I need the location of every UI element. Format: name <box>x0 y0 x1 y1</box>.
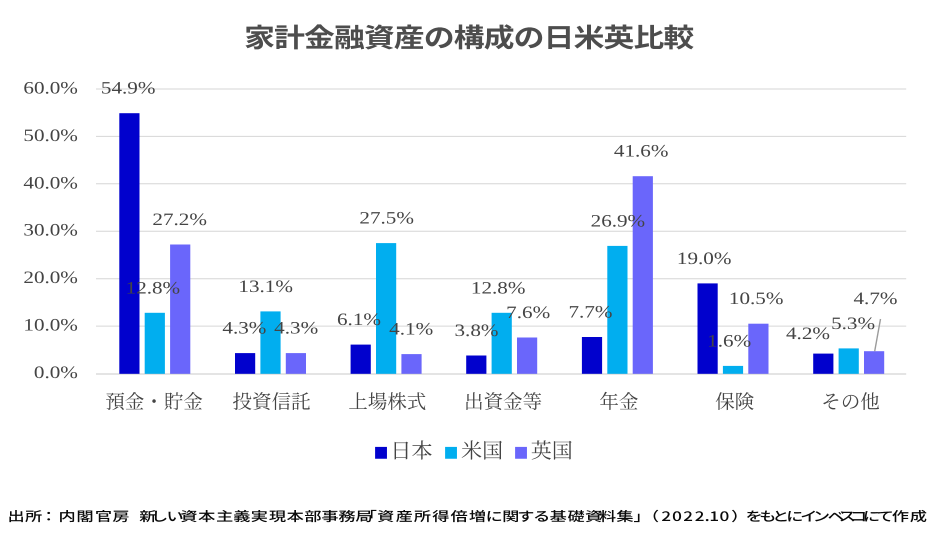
svg-text:19.0%: 19.0% <box>677 248 732 268</box>
svg-text:30.0%: 30.0% <box>23 220 78 240</box>
svg-text:20.0%: 20.0% <box>23 267 78 287</box>
svg-text:4.2%: 4.2% <box>786 323 830 343</box>
svg-text:40.0%: 40.0% <box>23 172 78 192</box>
svg-text:50.0%: 50.0% <box>23 125 78 145</box>
svg-text:10.5%: 10.5% <box>729 288 784 308</box>
svg-text:7.7%: 7.7% <box>569 302 613 322</box>
svg-text:5.3%: 5.3% <box>831 313 875 333</box>
svg-text:54.9%: 54.9% <box>101 78 156 98</box>
svg-text:4.1%: 4.1% <box>389 319 433 339</box>
svg-text:6.1%: 6.1% <box>337 309 381 329</box>
svg-text:12.8%: 12.8% <box>126 277 181 297</box>
svg-text:4.3%: 4.3% <box>222 318 266 338</box>
svg-text:1.6%: 1.6% <box>707 330 751 350</box>
svg-text:4.7%: 4.7% <box>854 288 898 308</box>
svg-text:60.0%: 60.0% <box>23 78 78 98</box>
svg-text:13.1%: 13.1% <box>238 276 293 296</box>
svg-text:3.8%: 3.8% <box>455 320 499 340</box>
svg-text:10.0%: 10.0% <box>23 315 78 335</box>
svg-text:0.0%: 0.0% <box>34 362 78 382</box>
svg-text:27.5%: 27.5% <box>359 208 414 228</box>
svg-text:26.9%: 26.9% <box>591 210 646 230</box>
svg-text:4.3%: 4.3% <box>274 318 318 338</box>
svg-text:41.6%: 41.6% <box>614 141 669 161</box>
svg-text:7.6%: 7.6% <box>506 302 550 322</box>
svg-text:27.2%: 27.2% <box>152 209 207 229</box>
svg-text:12.8%: 12.8% <box>471 277 526 297</box>
